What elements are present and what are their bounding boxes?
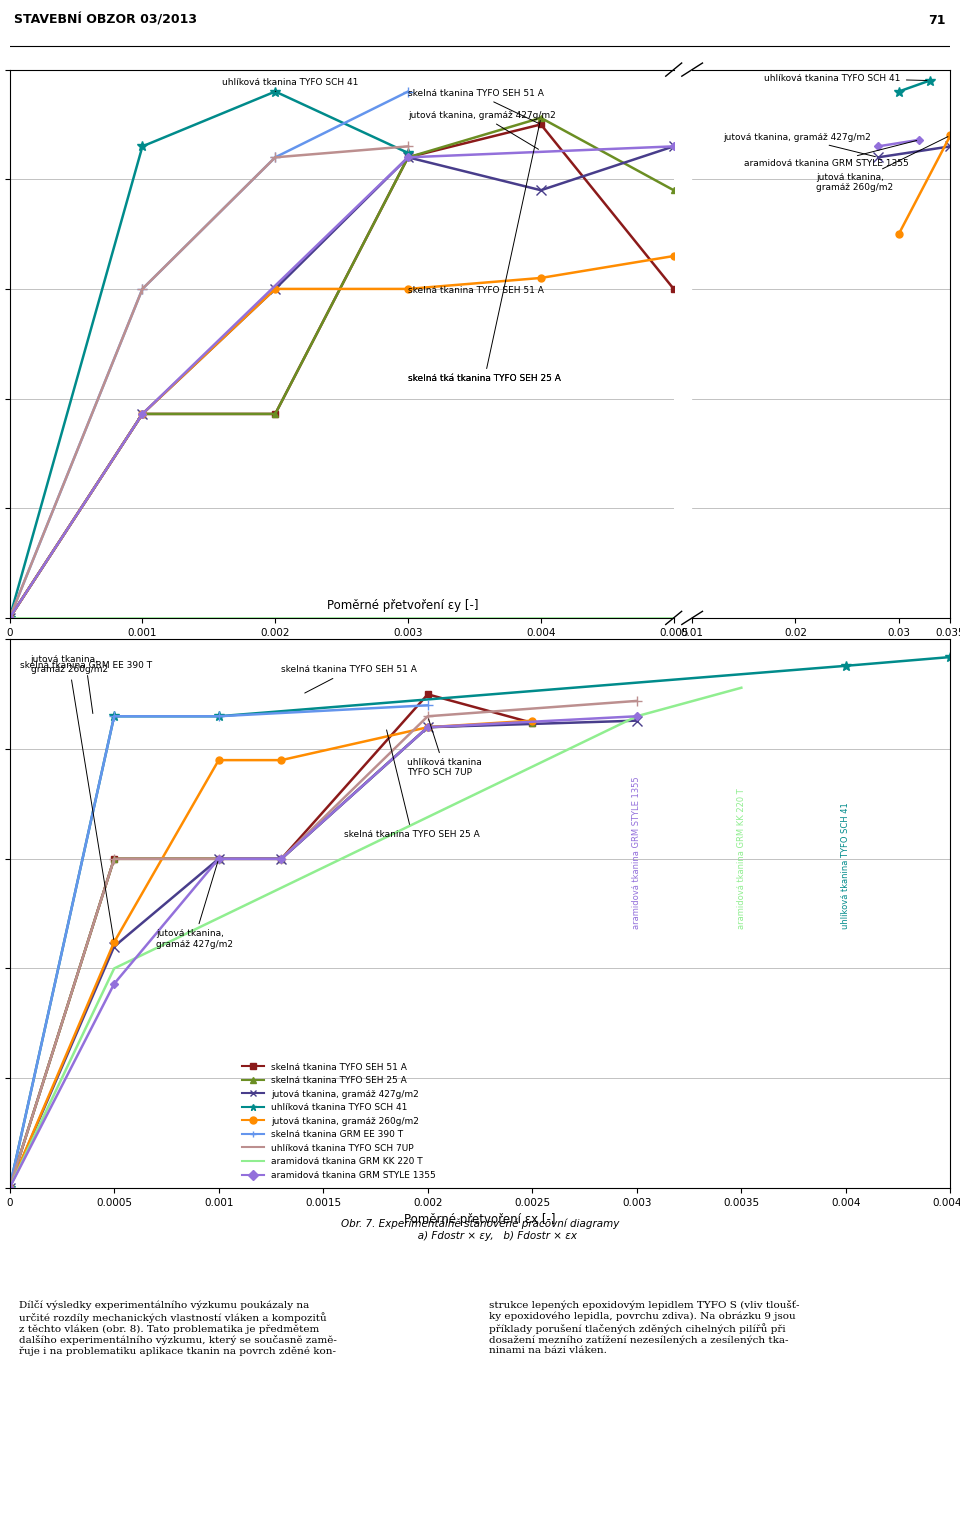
Text: jutová tkanina,
gramáž 260g/m2: jutová tkanina, gramáž 260g/m2 [31,655,113,939]
Text: skelná tkanina TYFO SEH 25 A: skelná tkanina TYFO SEH 25 A [344,730,480,839]
Text: jutová tkanina, gramáž 427g/m2: jutová tkanina, gramáž 427g/m2 [723,132,876,157]
Text: strukce lepených epoxidovým lepidlem TYFO S (vliv tloušť-
ky epoxidového lepidla: strukce lepených epoxidovým lepidlem TYF… [490,1300,800,1356]
Text: uhlíková tkanina TYFO SCH 41: uhlíková tkanina TYFO SCH 41 [222,78,358,91]
Text: aramidová tkanina GRM STYLE 1355: aramidová tkanina GRM STYLE 1355 [633,777,641,929]
Text: Poměrné přetvoření εy [-]: Poměrné přetvoření εy [-] [327,599,479,613]
Text: aramidová tkanina GRM STYLE 1355: aramidová tkanina GRM STYLE 1355 [744,140,917,169]
Text: Obr. 7. Experimentálně stanovené pracovní diagramy
           a) Fdostr × εy,   : Obr. 7. Experimentálně stanovené pracovn… [341,1219,619,1240]
Text: skelná tká tkanina TYFO SEH 25 A: skelná tká tkanina TYFO SEH 25 A [408,374,561,383]
Text: jutová tkanina, gramáž 427g/m2: jutová tkanina, gramáž 427g/m2 [408,111,556,149]
Text: aramidová tkanina GRM KK 220 T: aramidová tkanina GRM KK 220 T [737,789,746,929]
Text: STAVEBNÍ OBZOR 03/2013: STAVEBNÍ OBZOR 03/2013 [14,14,198,27]
Text: uhlíková tkanina TYFO SCH 41: uhlíková tkanina TYFO SCH 41 [764,73,927,82]
Text: skelná tkanina GRM EE 390 T: skelná tkanina GRM EE 390 T [20,661,153,713]
Text: skelná tká tkanina TYFO SEH 25 A: skelná tká tkanina TYFO SEH 25 A [408,120,561,383]
Text: uhlíková tkanina TYFO SCH 41: uhlíková tkanina TYFO SCH 41 [841,803,851,929]
X-axis label: Poměrné přetvoření εx [-]: Poměrné přetvoření εx [-] [404,1213,556,1227]
Text: jutová tkanina,
gramáž 260g/m2: jutová tkanina, gramáž 260g/m2 [816,137,948,192]
Text: jutová tkanina,
gramáž 427g/m2: jutová tkanina, gramáž 427g/m2 [156,862,233,948]
Text: 71: 71 [928,14,946,27]
Text: skelná tkanina TYFO SEH 51 A: skelná tkanina TYFO SEH 51 A [281,666,418,693]
Text: Dílčí výsledky experimentálního výzkumu poukázaly na
určité rozdíly mechanických: Dílčí výsledky experimentálního výzkumu … [19,1300,337,1356]
Text: skelná tkanina TYFO SEH 51 A: skelná tkanina TYFO SEH 51 A [408,286,544,295]
Text: skelná tkanina TYFO SEH 51 A: skelná tkanina TYFO SEH 51 A [408,88,544,123]
Text: uhlíková tkanina
TYFO SCH 7UP: uhlíková tkanina TYFO SCH 7UP [407,719,482,777]
Legend: skelná tkanina TYFO SEH 51 A, skelná tkanina TYFO SEH 25 A, jutová tkanina, gram: skelná tkanina TYFO SEH 51 A, skelná tka… [238,1059,440,1183]
